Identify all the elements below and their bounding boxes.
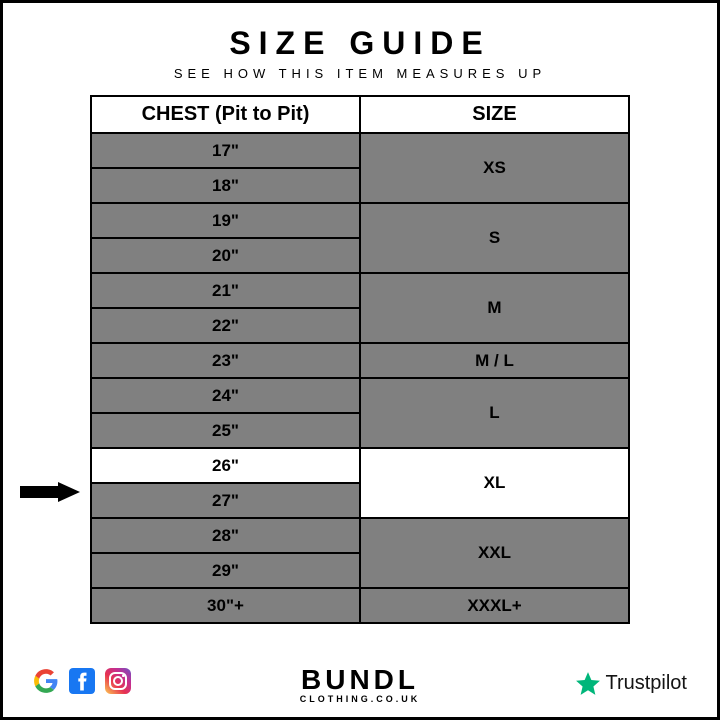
chest-cell: 28" [91,518,360,553]
chest-cell: 20" [91,238,360,273]
footer: BUNDL CLOTHING.CO.UK Trustpilot [3,668,717,699]
page-title: SIZE GUIDE [3,25,717,62]
brand-subtext: CLOTHING.CO.UK [300,694,421,704]
trustpilot-badge: Trustpilot [575,671,687,697]
table-row: 19" S [91,203,629,238]
table-row: 17" XS [91,133,629,168]
brand-name: BUNDL [300,664,421,696]
table-row: 30"+ XXXL+ [91,588,629,623]
size-cell: M / L [360,343,629,378]
chest-cell: 29" [91,553,360,588]
chest-cell: 18" [91,168,360,203]
chest-cell-highlight: 26" [91,448,360,483]
size-table-wrap: CHEST (Pit to Pit) SIZE 17" XS 18" 19" S… [90,95,630,624]
table-row: 21" M [91,273,629,308]
instagram-icon [105,668,131,699]
facebook-icon [69,668,95,699]
size-cell: L [360,378,629,448]
page-subtitle: SEE HOW THIS ITEM MEASURES UP [3,66,717,81]
chest-cell: 24" [91,378,360,413]
table-row: 26" XL [91,448,629,483]
col-header-chest: CHEST (Pit to Pit) [91,96,360,133]
size-cell: M [360,273,629,343]
chest-cell: 23" [91,343,360,378]
social-icons [33,668,131,699]
table-row: 28" XXL [91,518,629,553]
table-header-row: CHEST (Pit to Pit) SIZE [91,96,629,133]
size-cell-highlight: XL [360,448,629,518]
col-header-size: SIZE [360,96,629,133]
header: SIZE GUIDE SEE HOW THIS ITEM MEASURES UP [3,3,717,81]
size-table: CHEST (Pit to Pit) SIZE 17" XS 18" 19" S… [90,95,630,624]
chest-cell: 17" [91,133,360,168]
chest-cell: 27" [91,483,360,518]
table-row: 23" M / L [91,343,629,378]
size-cell: XXL [360,518,629,588]
brand-logo: BUNDL CLOTHING.CO.UK [300,664,421,704]
chest-cell: 25" [91,413,360,448]
trustpilot-text: Trustpilot [605,672,687,695]
google-icon [33,668,59,699]
trustpilot-star-icon [575,671,601,697]
size-cell: XXXL+ [360,588,629,623]
chest-cell: 19" [91,203,360,238]
table-body: 17" XS 18" 19" S 20" 21" M 22" 23" M [91,133,629,623]
chest-cell: 22" [91,308,360,343]
size-cell: XS [360,133,629,203]
highlight-arrow-icon [20,482,80,502]
table-row: 24" L [91,378,629,413]
size-cell: S [360,203,629,273]
chest-cell: 30"+ [91,588,360,623]
chest-cell: 21" [91,273,360,308]
